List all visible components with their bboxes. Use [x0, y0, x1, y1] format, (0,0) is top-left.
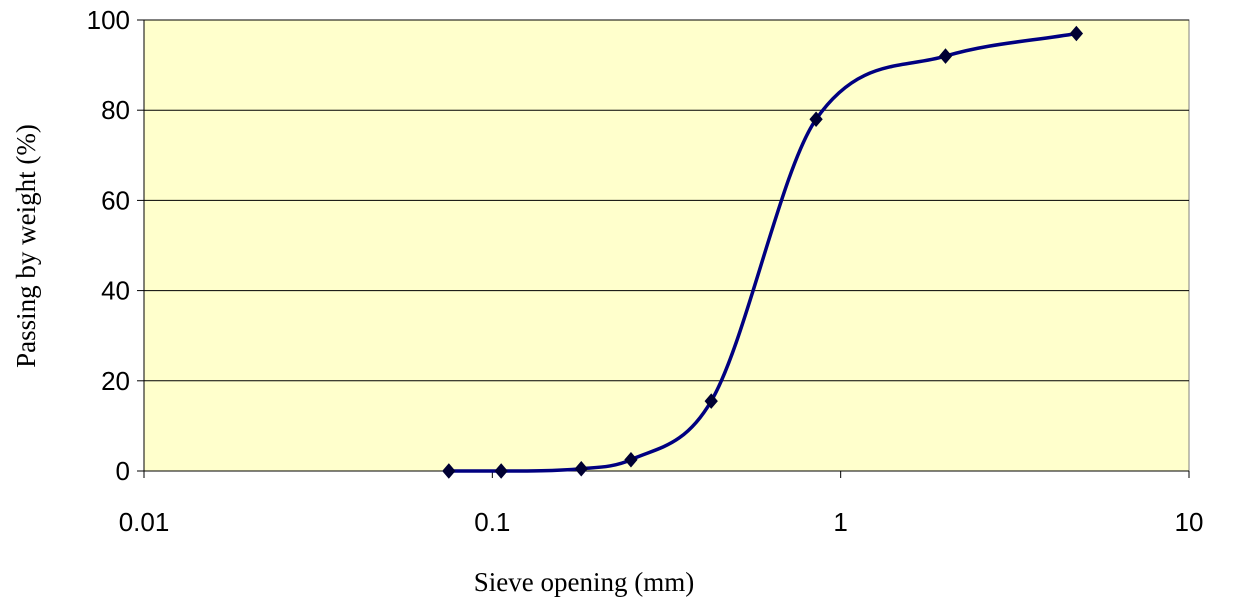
data-point-marker [809, 111, 823, 127]
data-point-marker [1069, 25, 1084, 42]
data-point-marker [574, 460, 588, 477]
y-axis-title: Passing by weight (%) [11, 124, 41, 368]
axes [137, 19, 1190, 478]
data-point-marker [624, 451, 638, 468]
x-tick-labels: 0.01 0.1 1 10 [119, 507, 1204, 537]
data-point-marker [704, 393, 718, 409]
plot-area [143, 19, 1190, 472]
data-point-marker [494, 463, 508, 479]
y-tick-label: 60 [101, 185, 130, 215]
x-tick-label: 10 [1175, 507, 1204, 537]
data-markers [442, 25, 1084, 479]
x-axis-title: Sieve opening (mm) [474, 567, 694, 597]
y-tick-label: 0 [116, 456, 130, 486]
data-point-marker [442, 463, 456, 479]
data-point-marker [938, 48, 953, 64]
x-tick-label: 0.01 [119, 507, 170, 537]
x-tick-label: 1 [833, 507, 847, 537]
y-gridlines [144, 19, 1189, 382]
y-tick-label: 80 [101, 95, 130, 125]
y-tick-label: 100 [87, 5, 130, 35]
y-tick-labels: 0 20 40 60 80 100 [87, 5, 130, 486]
x-tick-label: 0.1 [474, 507, 510, 537]
y-tick-label: 40 [101, 276, 130, 306]
y-tick-label: 20 [101, 366, 130, 396]
